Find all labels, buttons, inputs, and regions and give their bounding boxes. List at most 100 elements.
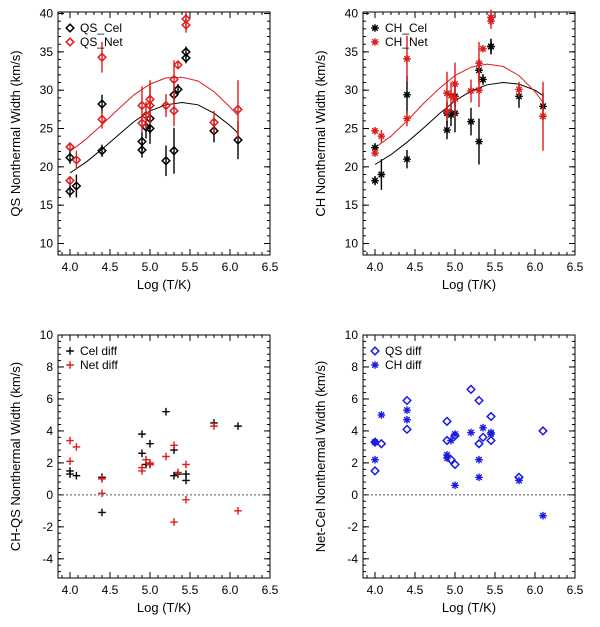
data-point (443, 107, 451, 116)
data-point (142, 455, 150, 464)
fit-curve (374, 81, 544, 165)
x-tick-label: 4.0 (62, 260, 79, 274)
data-point (182, 470, 190, 478)
data-point (539, 112, 547, 121)
data-point (474, 438, 484, 449)
y-tick-label: 20 (345, 160, 359, 174)
legend-marker (371, 24, 379, 32)
legend-label: CH diff (385, 358, 422, 372)
data-point (486, 435, 496, 446)
data-point (475, 473, 483, 482)
data-point (467, 87, 475, 95)
legend-label: Net diff (80, 358, 118, 372)
data-point (98, 508, 106, 517)
data-point (478, 432, 488, 443)
legend-label: CH_Cel (385, 21, 427, 35)
data-point (170, 471, 178, 480)
legend-marker (65, 23, 75, 33)
data-point (138, 467, 146, 475)
y-tick-label: 6 (351, 392, 358, 406)
data-point (161, 155, 171, 166)
data-point (377, 132, 386, 140)
data-point (371, 127, 379, 135)
legend-marker (371, 361, 379, 369)
data-point (169, 106, 179, 116)
data-point (145, 100, 155, 111)
data-point (447, 436, 455, 445)
data-point (402, 395, 412, 406)
data-point (475, 59, 483, 68)
x-tick-label: 6.0 (222, 260, 239, 274)
data-point (169, 145, 179, 156)
x-tick-label: 5.0 (447, 583, 464, 597)
data-point (403, 155, 411, 163)
x-tick-label: 6.5 (262, 260, 279, 274)
y-tick-label: 6 (46, 392, 53, 406)
data-point (65, 175, 75, 186)
y-tick-label: -2 (42, 520, 53, 534)
x-tick-label: 4.5 (102, 260, 119, 274)
data-point (451, 430, 459, 438)
data-point (138, 449, 146, 458)
y-tick-label: 2 (46, 456, 53, 470)
data-point (170, 518, 178, 526)
data-point (162, 407, 170, 416)
data-point (182, 495, 190, 504)
y-axis-title: Net-Cel Nonthermal Width (km/s) (313, 361, 328, 552)
x-tick-label: 5.5 (182, 583, 199, 597)
x-tick-label: 5.0 (142, 583, 159, 597)
y-tick-label: 10 (345, 328, 359, 342)
legend-marker (66, 347, 74, 355)
data-point (233, 135, 243, 145)
legend-label: QS_Cel (80, 21, 122, 35)
y-tick-label: 2 (351, 456, 358, 470)
data-point (447, 110, 455, 119)
data-point (97, 99, 107, 109)
x-axis-title: Log (T/K) (442, 277, 496, 292)
data-point (65, 152, 75, 163)
data-point (210, 422, 218, 430)
data-point (487, 430, 495, 438)
data-point (138, 430, 146, 438)
data-point (451, 94, 459, 103)
y-tick-label: 15 (40, 198, 54, 212)
data-point (515, 85, 523, 94)
chart-panel-3: 4.0 4.5 5.0 5.5 6.0 6.5 -4 -2 0 2 4 6 8 10 Log (T/K) CH… (8, 328, 279, 615)
x-axis-title: Log (T/K) (137, 277, 191, 292)
legend-label: Cel diff (80, 344, 118, 358)
x-tick-label: 6.5 (567, 583, 584, 597)
y-tick-label: 0 (351, 488, 358, 502)
data-point (371, 176, 379, 185)
data-point (402, 424, 412, 435)
data-point (451, 481, 459, 490)
y-tick-label: 8 (46, 360, 53, 374)
data-point (403, 54, 411, 63)
data-point (72, 471, 81, 480)
chart-panel-1: 4.0 4.5 5.0 5.5 6.0 6.5 10 15 20 25 30 35 40 Log (T/K… (8, 7, 279, 292)
y-tick-label: 15 (345, 198, 359, 212)
y-tick-label: -4 (42, 552, 53, 566)
x-tick-label: 4.0 (62, 583, 79, 597)
data-point (467, 428, 475, 437)
y-tick-label: 35 (40, 45, 54, 59)
data-point (162, 452, 170, 461)
data-point (450, 459, 460, 470)
data-point (71, 181, 82, 191)
data-point (65, 186, 75, 197)
y-tick-label: 30 (345, 83, 359, 97)
data-point (475, 86, 483, 94)
x-axis-title: Log (T/K) (442, 600, 496, 615)
data-point (141, 110, 151, 121)
y-tick-label: 40 (345, 7, 359, 21)
x-tick-label: 6.5 (262, 583, 279, 597)
data-point (371, 438, 379, 446)
data-point (209, 125, 219, 136)
data-point (479, 75, 487, 84)
data-point (466, 384, 476, 395)
data-point (66, 470, 74, 478)
data-point (145, 123, 155, 134)
data-point (487, 17, 495, 25)
data-point (467, 117, 475, 126)
data-point (97, 145, 107, 156)
x-axis-title: Log (T/K) (137, 600, 191, 615)
